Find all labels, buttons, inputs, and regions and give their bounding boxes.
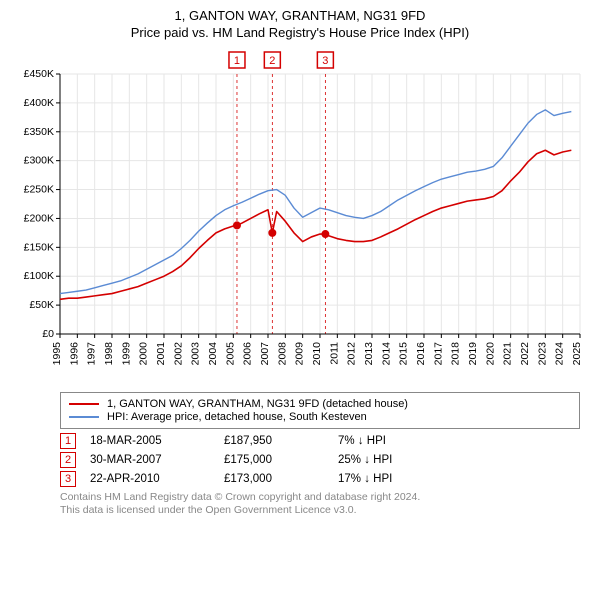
sale-diff: 25% ↓ HPI <box>338 454 458 466</box>
svg-text:2018: 2018 <box>450 342 462 366</box>
sale-row: 2 30-MAR-2007 £175,000 25% ↓ HPI <box>60 452 590 468</box>
chart-title: 1, GANTON WAY, GRANTHAM, NG31 9FD Price … <box>10 8 590 42</box>
sale-price: £175,000 <box>224 454 324 466</box>
legend-item: HPI: Average price, detached house, Sout… <box>69 411 571 423</box>
svg-text:£400K: £400K <box>24 97 54 109</box>
sale-diff: 7% ↓ HPI <box>338 435 458 447</box>
svg-text:1996: 1996 <box>68 342 80 366</box>
svg-text:£350K: £350K <box>24 126 54 138</box>
sale-date: 18-MAR-2005 <box>90 435 210 447</box>
legend-swatch <box>69 416 99 418</box>
svg-text:2010: 2010 <box>311 342 323 366</box>
svg-text:2013: 2013 <box>363 342 375 366</box>
svg-text:2007: 2007 <box>259 342 271 366</box>
svg-text:£150K: £150K <box>24 241 54 253</box>
svg-text:2008: 2008 <box>276 342 288 366</box>
svg-text:3: 3 <box>322 55 328 67</box>
svg-text:2017: 2017 <box>432 342 444 366</box>
sale-row: 3 22-APR-2010 £173,000 17% ↓ HPI <box>60 471 590 487</box>
sale-price: £187,950 <box>224 435 324 447</box>
svg-text:2025: 2025 <box>571 342 583 366</box>
svg-text:£250K: £250K <box>24 183 54 195</box>
attribution-line-2: This data is licensed under the Open Gov… <box>60 504 580 518</box>
svg-text:2002: 2002 <box>172 342 184 366</box>
sale-number-box: 2 <box>60 452 76 468</box>
svg-text:2003: 2003 <box>190 342 202 366</box>
sale-price: £173,000 <box>224 473 324 485</box>
svg-text:£200K: £200K <box>24 212 54 224</box>
chart-area: £0 £50K £100K £150K £200K £250K £300K £350K £400… <box>10 46 590 386</box>
sale-date: 30-MAR-2007 <box>90 454 210 466</box>
svg-text:2020: 2020 <box>484 342 496 366</box>
sale-diff: 17% ↓ HPI <box>338 473 458 485</box>
title-line-1: 1, GANTON WAY, GRANTHAM, NG31 9FD <box>10 8 590 25</box>
svg-text:2023: 2023 <box>536 342 548 366</box>
title-line-2: Price paid vs. HM Land Registry's House … <box>10 25 590 42</box>
svg-text:£50K: £50K <box>29 299 54 311</box>
chart-container: 1, GANTON WAY, GRANTHAM, NG31 9FD Price … <box>0 0 600 524</box>
svg-text:2024: 2024 <box>554 342 566 366</box>
svg-text:2009: 2009 <box>294 342 306 366</box>
legend-label: 1, GANTON WAY, GRANTHAM, NG31 9FD (detac… <box>107 398 408 410</box>
svg-text:2019: 2019 <box>467 342 479 366</box>
svg-text:2: 2 <box>269 55 275 67</box>
svg-text:£300K: £300K <box>24 154 54 166</box>
svg-text:2021: 2021 <box>502 342 514 366</box>
svg-text:1997: 1997 <box>86 342 98 366</box>
svg-text:2012: 2012 <box>346 342 358 366</box>
svg-text:1998: 1998 <box>103 342 115 366</box>
svg-text:£0: £0 <box>42 328 54 340</box>
sale-number-box: 1 <box>60 433 76 449</box>
svg-text:£100K: £100K <box>24 270 54 282</box>
sales-list: 1 18-MAR-2005 £187,950 7% ↓ HPI 2 30-MAR-2007… <box>10 433 590 487</box>
svg-text:2014: 2014 <box>380 342 392 366</box>
svg-text:1: 1 <box>234 55 240 67</box>
svg-text:2016: 2016 <box>415 342 427 366</box>
svg-text:2022: 2022 <box>519 342 531 366</box>
svg-text:1999: 1999 <box>120 342 132 366</box>
svg-text:2011: 2011 <box>328 342 340 365</box>
attribution: Contains HM Land Registry data © Crown c… <box>60 491 580 518</box>
legend: 1, GANTON WAY, GRANTHAM, NG31 9FD (detac… <box>60 392 580 429</box>
attribution-line-1: Contains HM Land Registry data © Crown c… <box>60 491 580 505</box>
svg-text:2015: 2015 <box>398 342 410 366</box>
svg-text:2000: 2000 <box>138 342 150 366</box>
sale-row: 1 18-MAR-2005 £187,950 7% ↓ HPI <box>60 433 590 449</box>
svg-text:2001: 2001 <box>155 342 167 366</box>
svg-text:£450K: £450K <box>24 68 54 80</box>
svg-text:2005: 2005 <box>224 342 236 366</box>
svg-text:1995: 1995 <box>51 342 63 366</box>
legend-label: HPI: Average price, detached house, Sout… <box>107 411 367 423</box>
sale-date: 22-APR-2010 <box>90 473 210 485</box>
svg-text:2004: 2004 <box>207 342 219 366</box>
legend-swatch <box>69 403 99 405</box>
legend-item: 1, GANTON WAY, GRANTHAM, NG31 9FD (detac… <box>69 398 571 410</box>
chart-svg: £0 £50K £100K £150K £200K £250K £300K £350K £400… <box>10 46 590 386</box>
svg-text:2006: 2006 <box>242 342 254 366</box>
sale-number-box: 3 <box>60 471 76 487</box>
